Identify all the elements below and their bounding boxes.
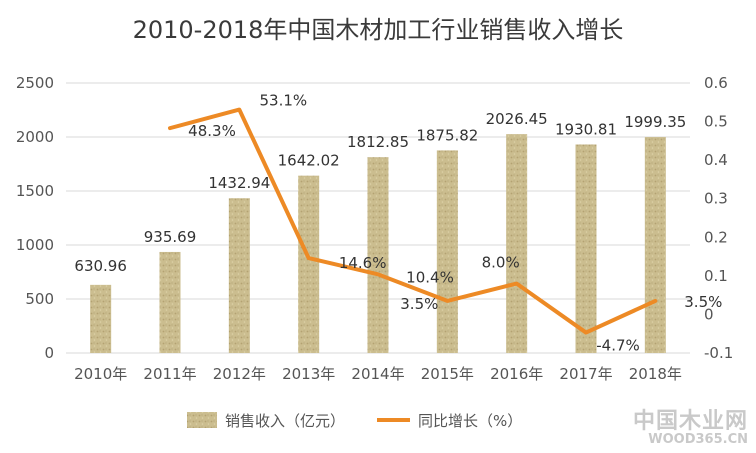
- y-right-tick-label: 0.6: [704, 74, 728, 92]
- legend-line-label: 同比增长（%）: [418, 412, 522, 430]
- x-tick-label: 2014年: [351, 365, 404, 383]
- bar-value-label: 1812.85: [347, 133, 409, 151]
- legend: 销售收入（亿元） 同比增长（%）: [187, 412, 522, 430]
- bar-value-label: 1999.35: [624, 113, 686, 131]
- growth-point-label: 53.1%: [260, 92, 308, 110]
- bar: [90, 284, 112, 353]
- y-right-tick-label: 0.5: [704, 113, 728, 131]
- axes: 0 500 1000 1500 2000 2500 -0.1 0 0.1 0.2 0.3 0.4 0.5…: [16, 74, 733, 383]
- bar: [436, 150, 458, 353]
- bar-value-label: 1875.82: [416, 126, 478, 144]
- bar-series: [90, 134, 666, 353]
- growth-line: [168, 107, 658, 335]
- x-tick-label: 2018年: [629, 365, 682, 383]
- y-left-tick-label: 2000: [16, 128, 54, 146]
- x-tick-label: 2010年: [74, 365, 127, 383]
- watermark: 中国木业网 WOOD365.CN: [633, 410, 748, 447]
- bar-value-label: 630.96: [74, 257, 127, 275]
- bar: [159, 251, 181, 353]
- growth-point-label: 8.0%: [482, 254, 520, 272]
- x-tick-label: 2013年: [282, 365, 335, 383]
- legend-bar-swatch: [187, 412, 217, 428]
- bar-value-label: 1642.02: [278, 152, 340, 170]
- bar: [298, 175, 320, 353]
- growth-point-label: 48.3%: [188, 122, 236, 140]
- growth-point-label: 14.6%: [339, 254, 387, 272]
- x-tick-label: 2011年: [143, 365, 196, 383]
- bar-value-label: 1432.94: [208, 174, 270, 192]
- growth-line-series: [168, 107, 658, 335]
- y-right-tick-label: 0.2: [704, 228, 728, 246]
- x-tick-label: 2012年: [213, 365, 266, 383]
- legend-bar-label: 销售收入（亿元）: [225, 412, 345, 430]
- y-left-tick-label: 2500: [16, 74, 54, 92]
- growth-point-label: 3.5%: [684, 293, 722, 311]
- watermark-url-text: WOOD365.CN: [648, 432, 748, 448]
- y-right-tick-label: 0.4: [704, 151, 728, 169]
- bar: [506, 134, 528, 353]
- x-tick-label: 2017年: [559, 365, 612, 383]
- bar-value-label: 2026.45: [486, 110, 548, 128]
- x-tick-label: 2015年: [421, 365, 474, 383]
- chart-title: 2010-2018年中国木材加工行业销售收入增长: [132, 16, 624, 44]
- growth-point-label: 3.5%: [400, 295, 438, 313]
- bar: [575, 144, 597, 353]
- bar: [228, 198, 250, 353]
- y-left-tick-label: 500: [25, 290, 54, 308]
- y-left-tick-label: 1000: [16, 236, 54, 254]
- data-labels: 630.96 935.69 1432.94 1642.02 1812.85 1875.82…: [74, 92, 722, 355]
- y-right-tick-label: 0.1: [704, 267, 728, 285]
- bar: [644, 137, 666, 353]
- y-left-tick-label: 0: [44, 344, 54, 362]
- y-right-tick-label: -0.1: [704, 344, 733, 362]
- bar: [367, 157, 389, 353]
- y-right-tick-label: 0.3: [704, 190, 728, 208]
- y-right-tick-label: 0: [704, 305, 714, 323]
- growth-point-label: 10.4%: [406, 268, 454, 286]
- bar-value-label: 935.69: [144, 228, 197, 246]
- bar-value-label: 1930.81: [555, 120, 617, 138]
- x-tick-label: 2016年: [490, 365, 543, 383]
- y-left-tick-label: 1500: [16, 182, 54, 200]
- growth-point-label: -4.7%: [596, 337, 640, 355]
- watermark-cn-text: 中国木业网: [632, 409, 748, 435]
